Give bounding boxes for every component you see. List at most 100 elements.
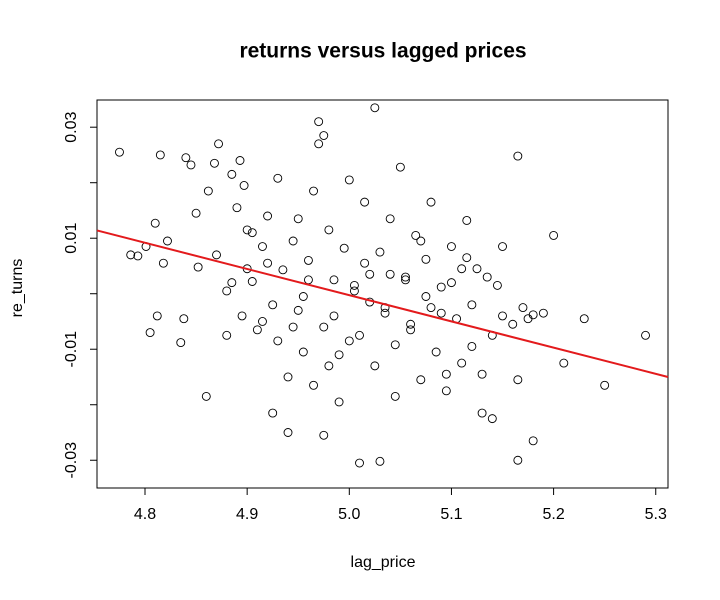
point bbox=[370, 103, 380, 113]
point bbox=[186, 160, 196, 170]
point bbox=[329, 275, 339, 285]
point bbox=[309, 380, 319, 390]
point bbox=[263, 211, 273, 221]
point bbox=[283, 428, 293, 437]
point bbox=[472, 264, 482, 274]
point bbox=[477, 369, 487, 379]
point bbox=[319, 131, 329, 140]
point bbox=[436, 308, 446, 318]
point bbox=[298, 292, 308, 301]
point bbox=[385, 269, 395, 279]
point bbox=[324, 361, 334, 371]
point bbox=[324, 225, 334, 235]
point bbox=[203, 186, 213, 196]
x-tick-label: 5.3 bbox=[645, 506, 667, 523]
point bbox=[303, 255, 313, 265]
point bbox=[380, 308, 390, 318]
point bbox=[492, 280, 502, 290]
point bbox=[528, 310, 538, 320]
point bbox=[179, 314, 189, 324]
point bbox=[258, 317, 267, 326]
x-tick-label: 4.9 bbox=[236, 506, 258, 523]
y-tick-label: 0.03 bbox=[63, 112, 80, 143]
point bbox=[303, 275, 313, 285]
point bbox=[283, 372, 293, 382]
point bbox=[150, 218, 160, 228]
point bbox=[237, 311, 247, 321]
point bbox=[242, 225, 252, 235]
point bbox=[538, 308, 548, 318]
point bbox=[390, 391, 400, 401]
point bbox=[214, 139, 224, 149]
point bbox=[273, 336, 283, 346]
point bbox=[273, 173, 283, 183]
point bbox=[513, 151, 523, 161]
point bbox=[467, 300, 477, 310]
point bbox=[176, 338, 186, 348]
point bbox=[360, 197, 370, 207]
point bbox=[278, 265, 288, 275]
point bbox=[559, 358, 569, 368]
point bbox=[268, 300, 278, 310]
fit-line bbox=[96, 229, 669, 378]
point bbox=[247, 277, 257, 286]
point bbox=[375, 456, 385, 466]
point bbox=[349, 280, 359, 290]
point bbox=[191, 208, 201, 218]
point bbox=[133, 251, 143, 261]
x-tick-label: 5.1 bbox=[440, 506, 462, 523]
point bbox=[436, 282, 446, 292]
x-tick-label: 4.8 bbox=[134, 506, 156, 523]
point bbox=[227, 278, 237, 288]
point bbox=[513, 455, 523, 465]
point bbox=[446, 278, 456, 288]
y-axis-label: re_turns bbox=[9, 259, 26, 318]
point bbox=[426, 303, 436, 313]
point bbox=[232, 203, 242, 213]
point bbox=[158, 258, 168, 268]
point bbox=[222, 330, 232, 340]
point bbox=[201, 391, 211, 401]
point bbox=[441, 386, 451, 396]
point bbox=[441, 369, 451, 379]
point bbox=[498, 311, 507, 321]
point bbox=[181, 153, 191, 163]
point bbox=[247, 228, 257, 238]
point bbox=[288, 236, 298, 246]
point bbox=[390, 340, 400, 350]
point bbox=[319, 322, 329, 332]
y-tick-label: -0.03 bbox=[63, 442, 80, 479]
y-tick-label: -0.01 bbox=[63, 331, 80, 368]
x-tick-label: 5.0 bbox=[338, 506, 360, 523]
point bbox=[482, 272, 492, 282]
point bbox=[334, 397, 344, 407]
point bbox=[344, 336, 354, 346]
point bbox=[600, 380, 610, 390]
point bbox=[467, 342, 477, 351]
point bbox=[385, 214, 395, 224]
point bbox=[421, 254, 431, 264]
point bbox=[314, 117, 324, 127]
point bbox=[513, 375, 523, 385]
point bbox=[528, 436, 538, 446]
chart-title: returns versus lagged prices bbox=[239, 40, 526, 63]
point bbox=[115, 147, 124, 157]
point bbox=[549, 230, 559, 240]
x-tick-label: 5.2 bbox=[542, 506, 564, 523]
point bbox=[126, 250, 136, 260]
point bbox=[222, 286, 232, 296]
point bbox=[288, 322, 298, 332]
point bbox=[309, 186, 319, 196]
point bbox=[477, 408, 487, 418]
point bbox=[641, 330, 650, 340]
point bbox=[365, 269, 375, 279]
point bbox=[498, 242, 507, 251]
point bbox=[375, 247, 385, 257]
point bbox=[145, 328, 155, 338]
point bbox=[579, 314, 589, 324]
point bbox=[293, 305, 303, 315]
point bbox=[163, 236, 172, 246]
point bbox=[252, 325, 262, 335]
y-tick-label: 0.01 bbox=[63, 223, 80, 254]
